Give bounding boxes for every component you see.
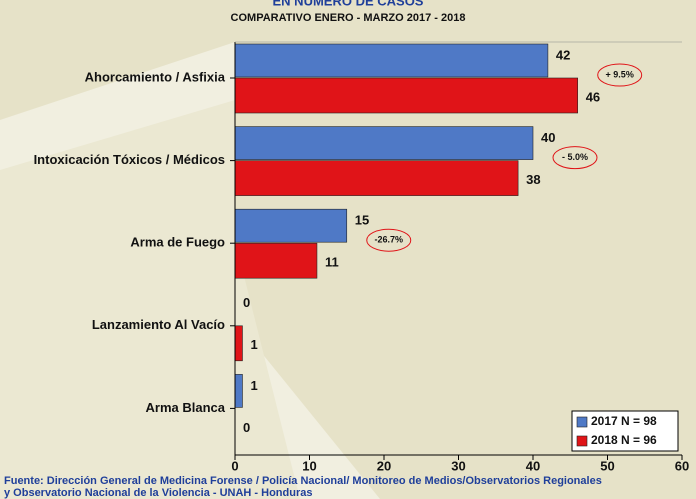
bar: [234, 242, 318, 279]
annotation-ellipse: [552, 146, 598, 170]
y-tick-label: Arma Blanca: [146, 400, 226, 415]
bar: [234, 77, 579, 114]
y-tick-label: Arma de Fuego: [130, 235, 225, 250]
annotation: - 5.0%: [562, 152, 588, 162]
x-tick-label: 30: [451, 458, 465, 473]
legend-label: 2017 N = 98: [591, 414, 657, 428]
data-label: 46: [586, 89, 600, 104]
chart-subtitle: COMPARATIVO ENERO - MARZO 2017 - 2018: [231, 12, 466, 24]
legend-box: [571, 410, 679, 452]
legend-swatch: [576, 435, 588, 447]
data-label: 40: [541, 130, 555, 145]
data-label: 38: [526, 172, 540, 187]
data-label: 15: [355, 213, 369, 228]
x-tick-label: 60: [675, 458, 689, 473]
annotation-ellipse: [597, 63, 643, 87]
y-tick-label: Lanzamiento Al Vacío: [92, 317, 225, 332]
x-tick-label: 20: [377, 458, 391, 473]
bar: [234, 374, 243, 408]
y-tick-label: Ahorcamiento / Asfixia: [85, 69, 226, 84]
source-text: y Observatorio Nacional de la Violencia …: [4, 487, 312, 499]
bar: [234, 43, 549, 78]
chart-title: EN NÚMERO DE CASOS: [273, 0, 424, 8]
data-label: 1: [250, 378, 257, 393]
background-shape: [0, 100, 300, 499]
x-tick-label: 40: [526, 458, 540, 473]
x-tick-label: 50: [600, 458, 614, 473]
bar: [234, 325, 243, 362]
annotation-ellipse: [366, 228, 412, 252]
y-tick-label: Intoxicación Tóxicos / Médicos: [34, 152, 225, 167]
legend-label: 2018 N = 96: [591, 433, 657, 447]
data-label: 0: [243, 295, 250, 310]
legend-swatch: [576, 416, 588, 428]
bar: [234, 126, 534, 160]
data-label: 42: [556, 47, 570, 62]
x-tick-label: 10: [302, 458, 316, 473]
annotation: -26.7%: [374, 235, 403, 245]
bar: [234, 160, 519, 196]
data-label: 1: [250, 337, 257, 352]
annotation: + 9.5%: [606, 69, 634, 79]
data-label: 0: [243, 420, 250, 435]
data-label: 11: [325, 255, 339, 270]
source-text: Fuente: Dirección General de Medicina Fo…: [4, 475, 602, 487]
x-tick-label: 0: [231, 458, 238, 473]
bar: [234, 208, 348, 243]
